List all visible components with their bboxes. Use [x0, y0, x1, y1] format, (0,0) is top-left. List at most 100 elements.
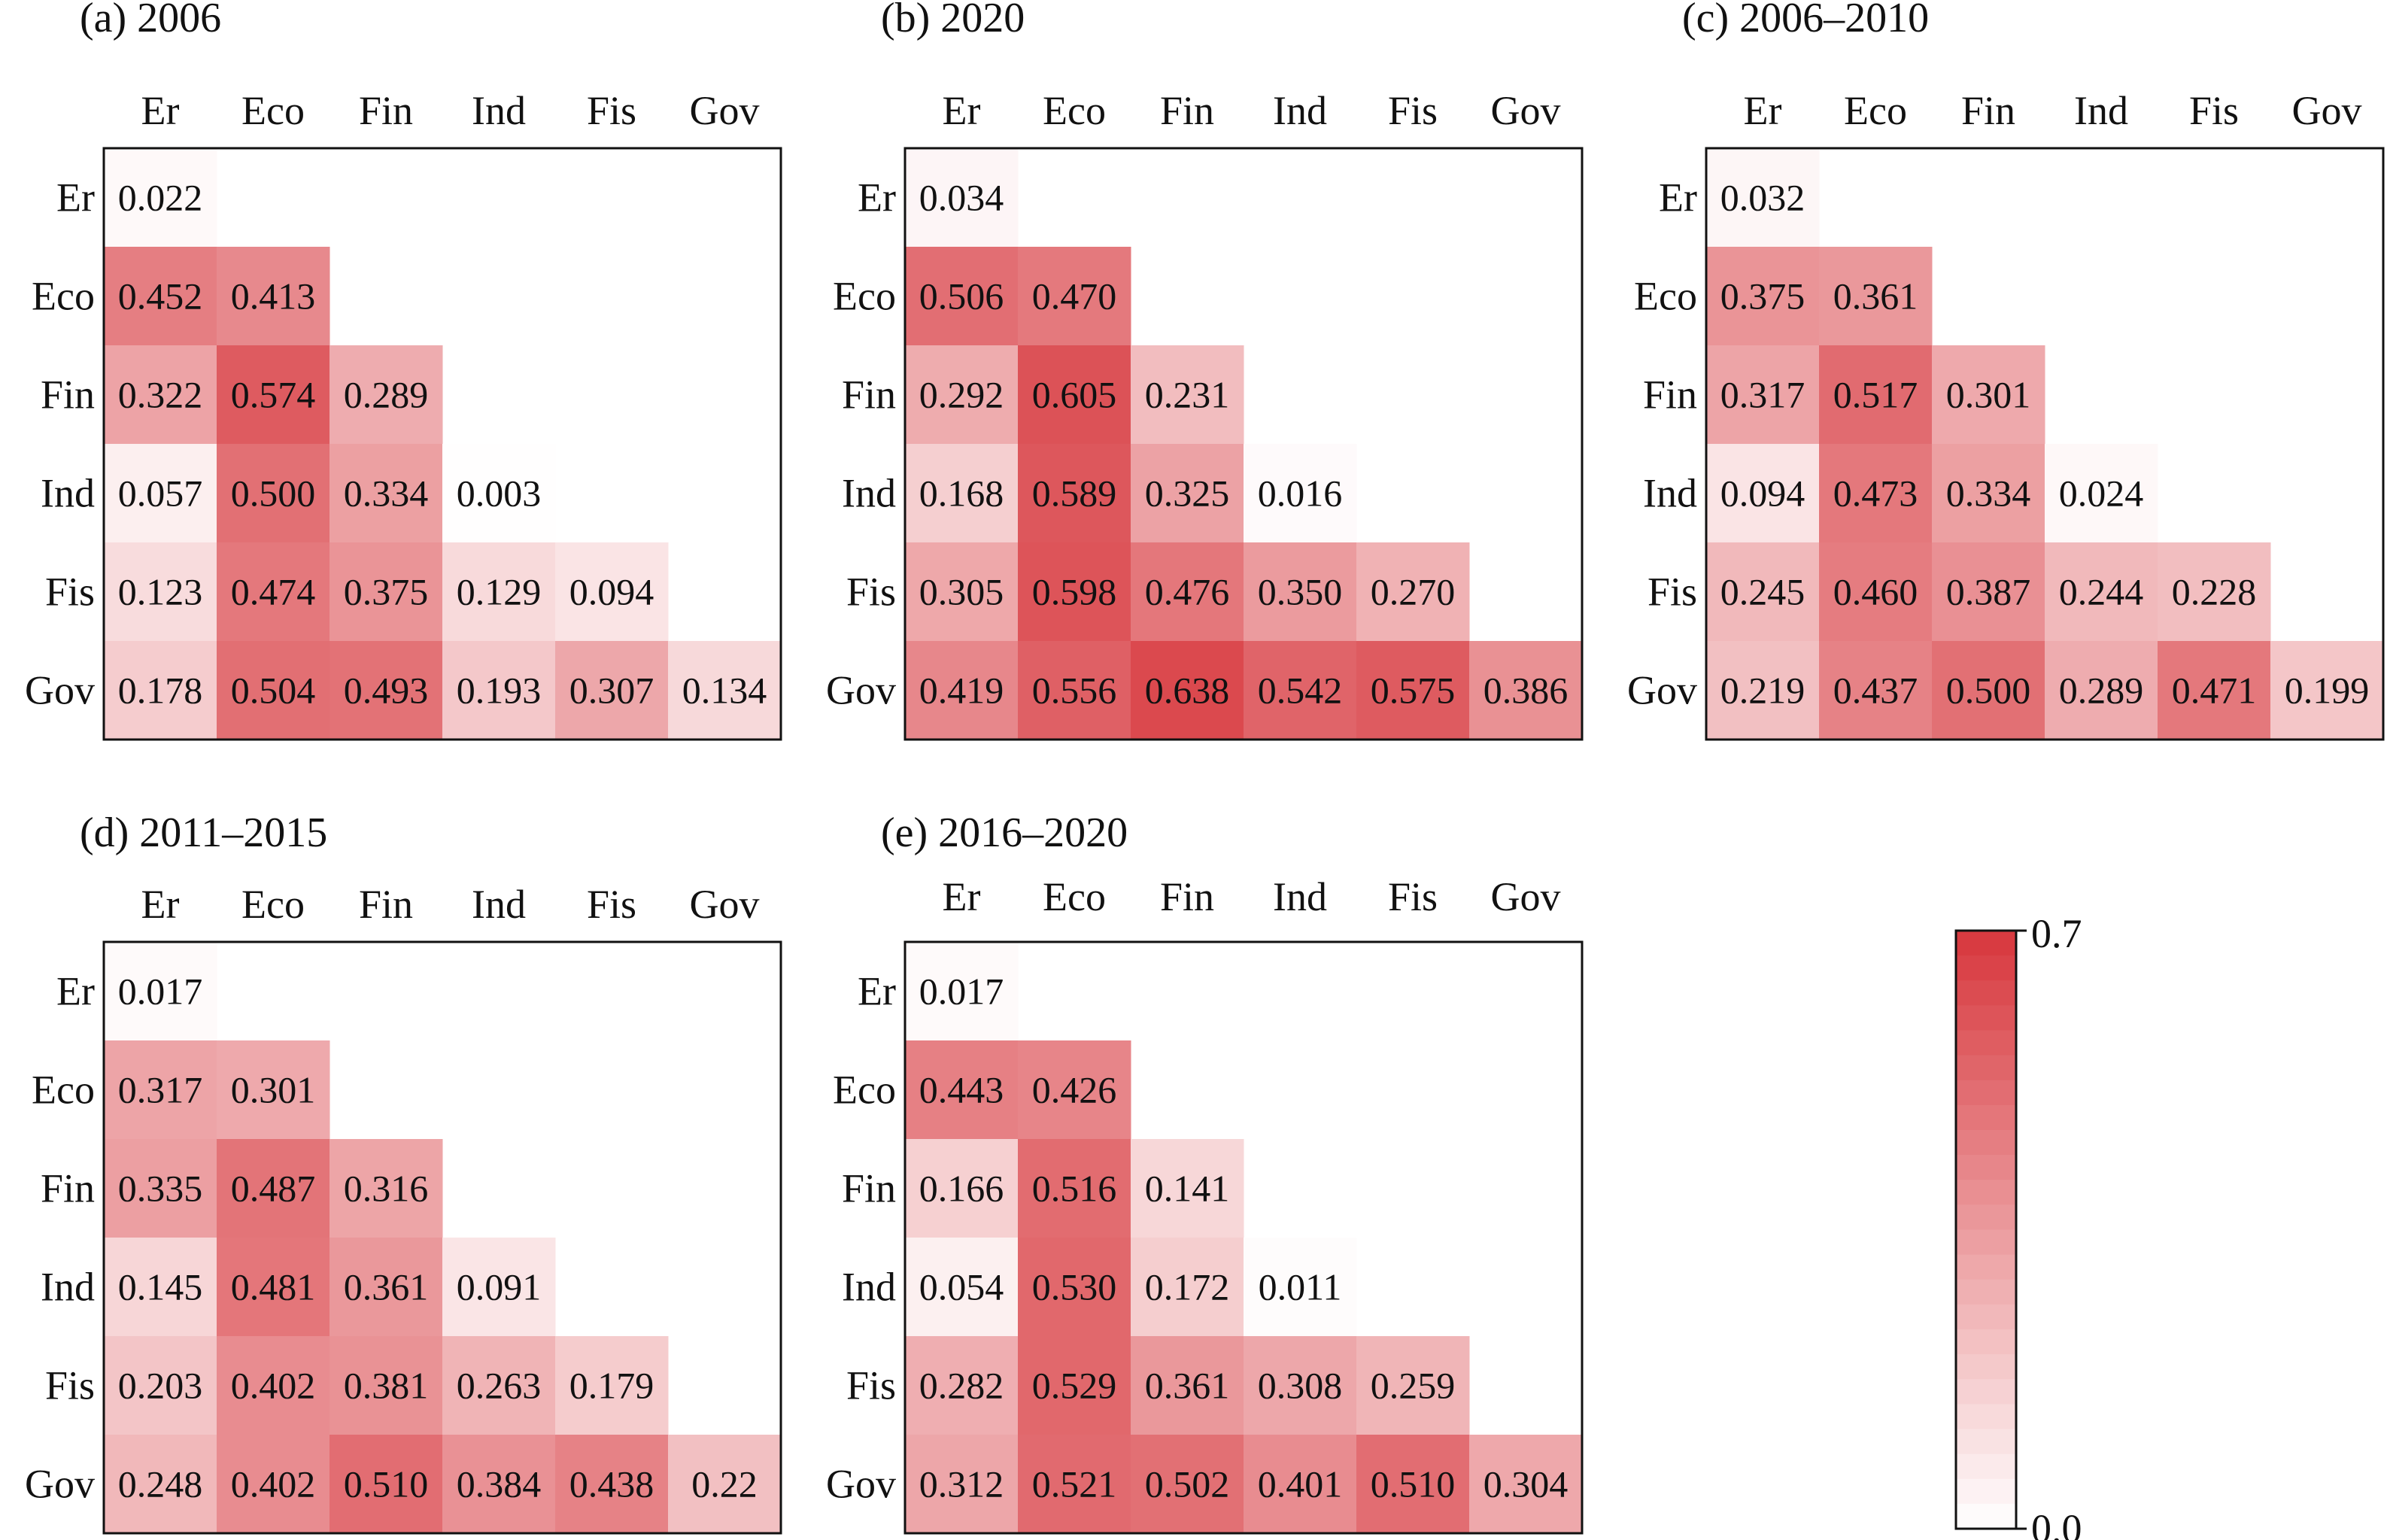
row-label: Gov	[1627, 668, 1697, 713]
heatmap-cell	[1819, 444, 1933, 543]
heatmap-cell	[1018, 542, 1131, 642]
cell-value-label: 0.460	[1833, 571, 1918, 613]
row-label: Gov	[25, 1462, 95, 1507]
cell-value-label: 0.141	[1145, 1168, 1230, 1210]
cell-value-label: 0.530	[1032, 1266, 1117, 1308]
cell-value-label: 0.419	[919, 670, 1004, 712]
cell-value-label: 0.481	[231, 1266, 316, 1308]
heatmap-cell	[905, 542, 1019, 642]
heatmap-cell	[668, 641, 782, 740]
heatmap-cell	[104, 345, 217, 445]
column-label: Fin	[359, 88, 413, 133]
cell-value-label: 0.263	[457, 1365, 542, 1407]
heatmap-cell	[442, 641, 556, 740]
row-label: Ind	[842, 471, 896, 516]
heatmap-cell	[905, 1435, 1019, 1534]
colorbar-step	[1956, 1354, 2016, 1380]
colorbar-step	[1956, 1055, 2016, 1081]
panel-title: (c) 2006–2010	[1682, 0, 1929, 41]
column-label: Eco	[241, 882, 305, 927]
heatmap-cell	[1018, 1040, 1131, 1140]
heatmap-cell	[905, 1238, 1019, 1337]
cell-value-label: 0.016	[1258, 472, 1343, 515]
column-label: Ind	[1273, 874, 1327, 919]
cell-value-label: 0.493	[344, 670, 429, 712]
colorbar-frame	[1954, 929, 2018, 1530]
column-label: Gov	[2292, 88, 2362, 133]
heatmap-cell	[104, 1435, 217, 1534]
heatmap-cell	[1018, 1238, 1131, 1337]
cell-value-label: 0.413	[231, 275, 316, 317]
heatmap-cell	[217, 641, 330, 740]
cell-value-label: 0.361	[1833, 275, 1918, 317]
cell-value-label: 0.166	[919, 1168, 1004, 1210]
heatmap-cell	[555, 542, 669, 642]
heatmap-cell	[1932, 345, 2045, 445]
cell-value-label: 0.244	[2059, 571, 2144, 613]
cell-value-label: 0.504	[231, 670, 316, 712]
row-label: Er	[56, 969, 95, 1014]
row-label: Fin	[41, 372, 95, 418]
row-label: Fis	[846, 1363, 896, 1408]
cell-value-label: 0.270	[1371, 571, 1456, 613]
cell-value-label: 0.091	[457, 1266, 542, 1308]
heatmap-cell	[217, 1139, 330, 1238]
row-label: Ind	[41, 1265, 95, 1310]
row-label: Eco	[32, 274, 95, 319]
cell-value-label: 0.094	[569, 571, 654, 613]
cell-value-label: 0.248	[118, 1463, 203, 1505]
colorbar-step	[1956, 955, 2016, 981]
heatmap-cell	[217, 1336, 330, 1435]
cell-value-label: 0.473	[1833, 472, 1918, 515]
row-label: Fis	[846, 570, 896, 615]
heatmap-cell	[905, 1336, 1019, 1435]
colorbar-step	[1956, 1478, 2016, 1505]
cell-value-label: 0.574	[231, 374, 316, 416]
colorbar-step	[1956, 1503, 2016, 1529]
cell-value-label: 0.172	[1145, 1266, 1230, 1308]
cell-value-label: 0.289	[2059, 670, 2144, 712]
column-label: Er	[943, 88, 981, 133]
cell-value-label: 0.502	[1145, 1463, 1230, 1505]
heatmap-cell	[1706, 345, 1820, 445]
heatmap-cell	[1356, 542, 1470, 642]
cell-value-label: 0.437	[1833, 670, 1918, 712]
heatmap-cell	[668, 1435, 782, 1534]
cell-value-label: 0.245	[1720, 571, 1805, 613]
row-label: Fin	[842, 1166, 896, 1211]
colorbar-step	[1956, 1130, 2016, 1156]
colorbar-step	[1956, 1155, 2016, 1180]
heatmap-cell	[217, 542, 330, 642]
heatmap-cell	[1018, 1336, 1131, 1435]
heatmap-cell	[1244, 1238, 1357, 1337]
heatmap-cell	[1706, 542, 1820, 642]
heatmap-cell	[1819, 345, 1933, 445]
heatmap-cell	[1356, 1435, 1470, 1534]
panel-frame	[903, 147, 1584, 741]
cell-value-label: 0.638	[1145, 670, 1230, 712]
cell-value-label: 0.471	[2172, 670, 2257, 712]
colorbar-step	[1956, 1030, 2016, 1056]
row-label: Er	[858, 175, 896, 220]
cell-value-label: 0.598	[1032, 571, 1117, 613]
cell-value-label: 0.438	[569, 1463, 654, 1505]
heatmap-cell	[2045, 641, 2158, 740]
row-label: Eco	[833, 274, 896, 319]
cell-value-label: 0.259	[1371, 1365, 1456, 1407]
colorbar-step	[1956, 1304, 2016, 1330]
heatmap-cell	[1706, 247, 1820, 346]
row-label: Er	[858, 969, 896, 1014]
colorbar-step	[1956, 1180, 2016, 1205]
row-label: Fis	[45, 1363, 95, 1408]
heatmap-cell	[104, 641, 217, 740]
heatmap-cell	[2270, 641, 2384, 740]
heatmap-cell	[2045, 444, 2158, 543]
cell-value-label: 0.304	[1484, 1463, 1569, 1505]
cell-value-label: 0.402	[231, 1365, 316, 1407]
row-label: Fin	[41, 1166, 95, 1211]
cell-value-label: 0.054	[919, 1266, 1004, 1308]
heatmap-cell	[905, 1139, 1019, 1238]
heatmap-cell	[442, 542, 556, 642]
column-label: Fis	[1388, 88, 1438, 133]
heatmap-cell	[555, 1435, 669, 1534]
